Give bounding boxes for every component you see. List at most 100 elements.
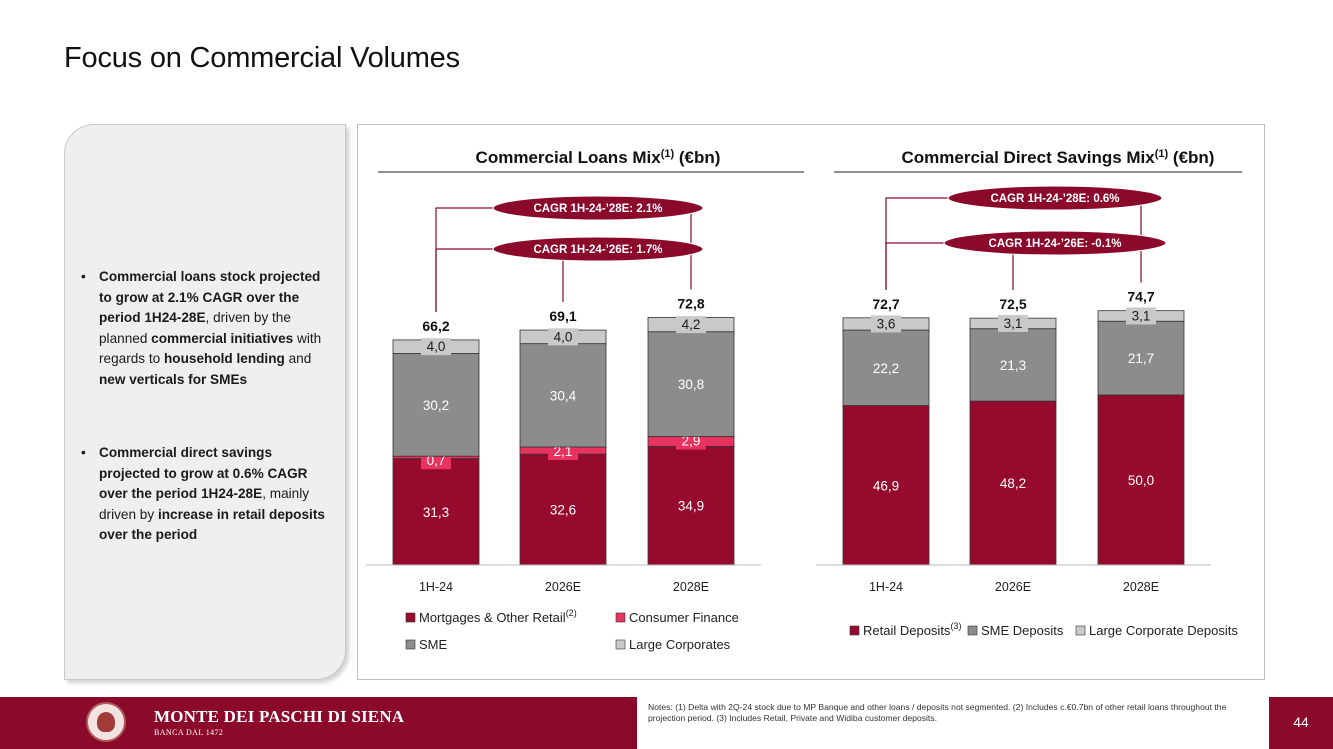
chart1-bar-1-2: [1097, 320, 1185, 396]
bullet-segment: Commercial loans stock projected to grow…: [99, 269, 321, 325]
chart0-value-label: 30,4: [550, 388, 577, 403]
chart1-bar-1-1: [969, 328, 1057, 402]
chart1-bar-0-1: [969, 400, 1057, 566]
chart0-total-label: 66,2: [422, 318, 449, 334]
chart1-legend-swatch: [967, 625, 978, 636]
chart0-cagr-label: CAGR 1H-24-’28E: 2.1%: [533, 203, 662, 215]
chart1-total-label: 72,7: [872, 296, 899, 312]
chart0-cagr-pill: [492, 195, 704, 221]
chart1-label-bg-2-1: [998, 314, 1028, 332]
chart0-cagr-pill: [492, 236, 704, 262]
page-number: 44: [1293, 714, 1309, 730]
chart0-label-bg-3-0: [421, 338, 451, 356]
chart0-total-label: 72,8: [677, 295, 704, 311]
chart0-total-label: 69,1: [549, 308, 576, 324]
bullet-segment: , driven by the planned: [99, 310, 291, 346]
chart0-value-label: 4,2: [682, 317, 701, 332]
chart0-label-bg-3-2: [676, 316, 706, 334]
bullet-segment: , mainly driven by: [99, 486, 310, 522]
chart0-legend-label: SME: [419, 637, 448, 652]
bullet-segment: new verticals for SMEs: [99, 371, 248, 387]
chart0-category-label: 2028E: [673, 580, 709, 594]
chart1-cagr-label: CAGR 1H-24-’26E: -0.1%: [989, 238, 1122, 250]
bullet-dot-icon: •: [81, 269, 86, 284]
chart1-cagr-label: CAGR 1H-24-’28E: 0.6%: [990, 193, 1119, 205]
chart1-value-label: 50,0: [1128, 473, 1154, 488]
chart1-title: Commercial Direct Savings Mix(1) (€bn): [902, 148, 1215, 167]
chart0-legend-swatch: [615, 612, 626, 623]
bullet-segment: household lending: [163, 351, 285, 366]
bullet-segment: commercial initiatives: [151, 330, 294, 346]
chart1-legend-label: Large Corporate Deposits: [1089, 623, 1238, 638]
chart0-bar-2-1: [519, 343, 607, 448]
charts-frame: Commercial Loans Mix(1) (€bn) 31,3 0,7 30,2…: [357, 124, 1265, 680]
chart1-legend-swatch: [849, 625, 860, 636]
chart0-bar-0-2: [647, 445, 735, 566]
chart1-value-label: 46,9: [873, 478, 899, 493]
bullet-segment: and: [284, 351, 312, 366]
chart1-total-label: 72,5: [999, 296, 1026, 312]
seal-icon: [86, 702, 126, 742]
chart1-value-label: 3,1: [1132, 308, 1151, 323]
bullet-savings: • Commercial direct savings projected to…: [81, 443, 325, 546]
chart1-bar-1-0: [842, 329, 930, 406]
bullet-dot-icon: •: [81, 445, 86, 460]
chart0-value-label: 2,9: [682, 433, 701, 448]
chart1-bar-0-0: [842, 405, 930, 566]
chart1-value-label: 22,2: [873, 361, 899, 376]
chart0-legend-swatch: [615, 639, 626, 650]
bullet-loans: • Commercial loans stock projected to gr…: [81, 267, 325, 390]
chart1-total-label: 74,7: [1127, 289, 1154, 305]
page-title: Focus on Commercial Volumes: [64, 42, 460, 74]
chart0-value-label: 31,3: [423, 505, 449, 520]
chart0-value-label: 2,1: [554, 444, 573, 459]
chart0-value-label: 30,8: [678, 377, 704, 392]
chart0-value-label: 34,9: [678, 499, 704, 514]
chart1-value-label: 21,3: [1000, 358, 1026, 373]
chart1-legend-label: SME Deposits: [981, 623, 1064, 638]
chart1-value-label: 48,2: [1000, 476, 1026, 491]
bullet-text-savings: Commercial direct savings projected to g…: [99, 445, 325, 542]
bullet-segment: with regards to: [99, 330, 322, 367]
chart1-legend-label: Retail Deposits(3): [863, 621, 961, 638]
chart1-legend-swatch: [1075, 625, 1086, 636]
chart1-cagr-pill: [947, 185, 1163, 211]
chart0-legend-swatch: [405, 639, 416, 650]
chart0-category-label: 1H-24: [419, 580, 453, 594]
chart0-legend-label: Large Corporates: [629, 637, 731, 652]
chart1-label-bg-2-0: [871, 315, 901, 333]
chart0-value-label: 30,2: [423, 398, 449, 413]
chart0-legend-swatch: [405, 612, 416, 623]
chart0-title: Commercial Loans Mix(1) (€bn): [476, 148, 721, 167]
chart1-category-label: 1H-24: [869, 580, 903, 594]
chart1-bar-0-2: [1097, 394, 1185, 566]
chart1-category-label: 2028E: [1123, 580, 1159, 594]
bullet-segment: Commercial direct savings projected to g…: [99, 445, 308, 501]
chart0-bar-2-2: [647, 331, 735, 437]
chart0-legend-label: Consumer Finance: [629, 610, 739, 625]
chart0-legend-label: Mortgages & Other Retail(2): [419, 608, 577, 625]
bullet-text-loans: Commercial loans stock projected to grow…: [99, 269, 321, 387]
chart0-value-label: 4,0: [427, 339, 446, 354]
brand-tagline: BANCA DAL 1472: [154, 728, 224, 737]
chart1-label-bg-2-2: [1126, 307, 1156, 325]
chart1-cagr-pill: [943, 230, 1167, 256]
chart1-value-label: 3,1: [1004, 316, 1023, 331]
footnotes: Notes: (1) Delta with 2Q-24 stock due to…: [648, 702, 1227, 723]
page-number-bar: [1269, 697, 1333, 749]
chart0-bar-0-0: [392, 458, 480, 566]
chart1-category-label: 2026E: [995, 580, 1031, 594]
charts-canvas: Commercial Loans Mix(1) (€bn) 31,3 0,7 30,2…: [366, 148, 1242, 652]
chart0-value-label: 4,0: [554, 329, 573, 344]
brand-name: MONTE DEI PASCHI DI SIENA: [154, 707, 405, 726]
bullet-segment: increase in retail deposits over the per…: [99, 506, 325, 543]
chart0-category-label: 2026E: [545, 580, 581, 594]
chart1-value-label: 3,6: [877, 316, 896, 331]
summary-panel: • Commercial loans stock projected to gr…: [64, 124, 346, 680]
chart0-cagr-label: CAGR 1H-24-’26E: 1.7%: [533, 244, 662, 256]
chart0-value-label: 32,6: [550, 503, 576, 518]
chart0-label-bg-3-1: [548, 328, 578, 346]
chart0-value-label: 0,7: [427, 453, 446, 468]
chart0-bar-2-0: [392, 353, 480, 457]
chart1-value-label: 21,7: [1128, 351, 1154, 366]
